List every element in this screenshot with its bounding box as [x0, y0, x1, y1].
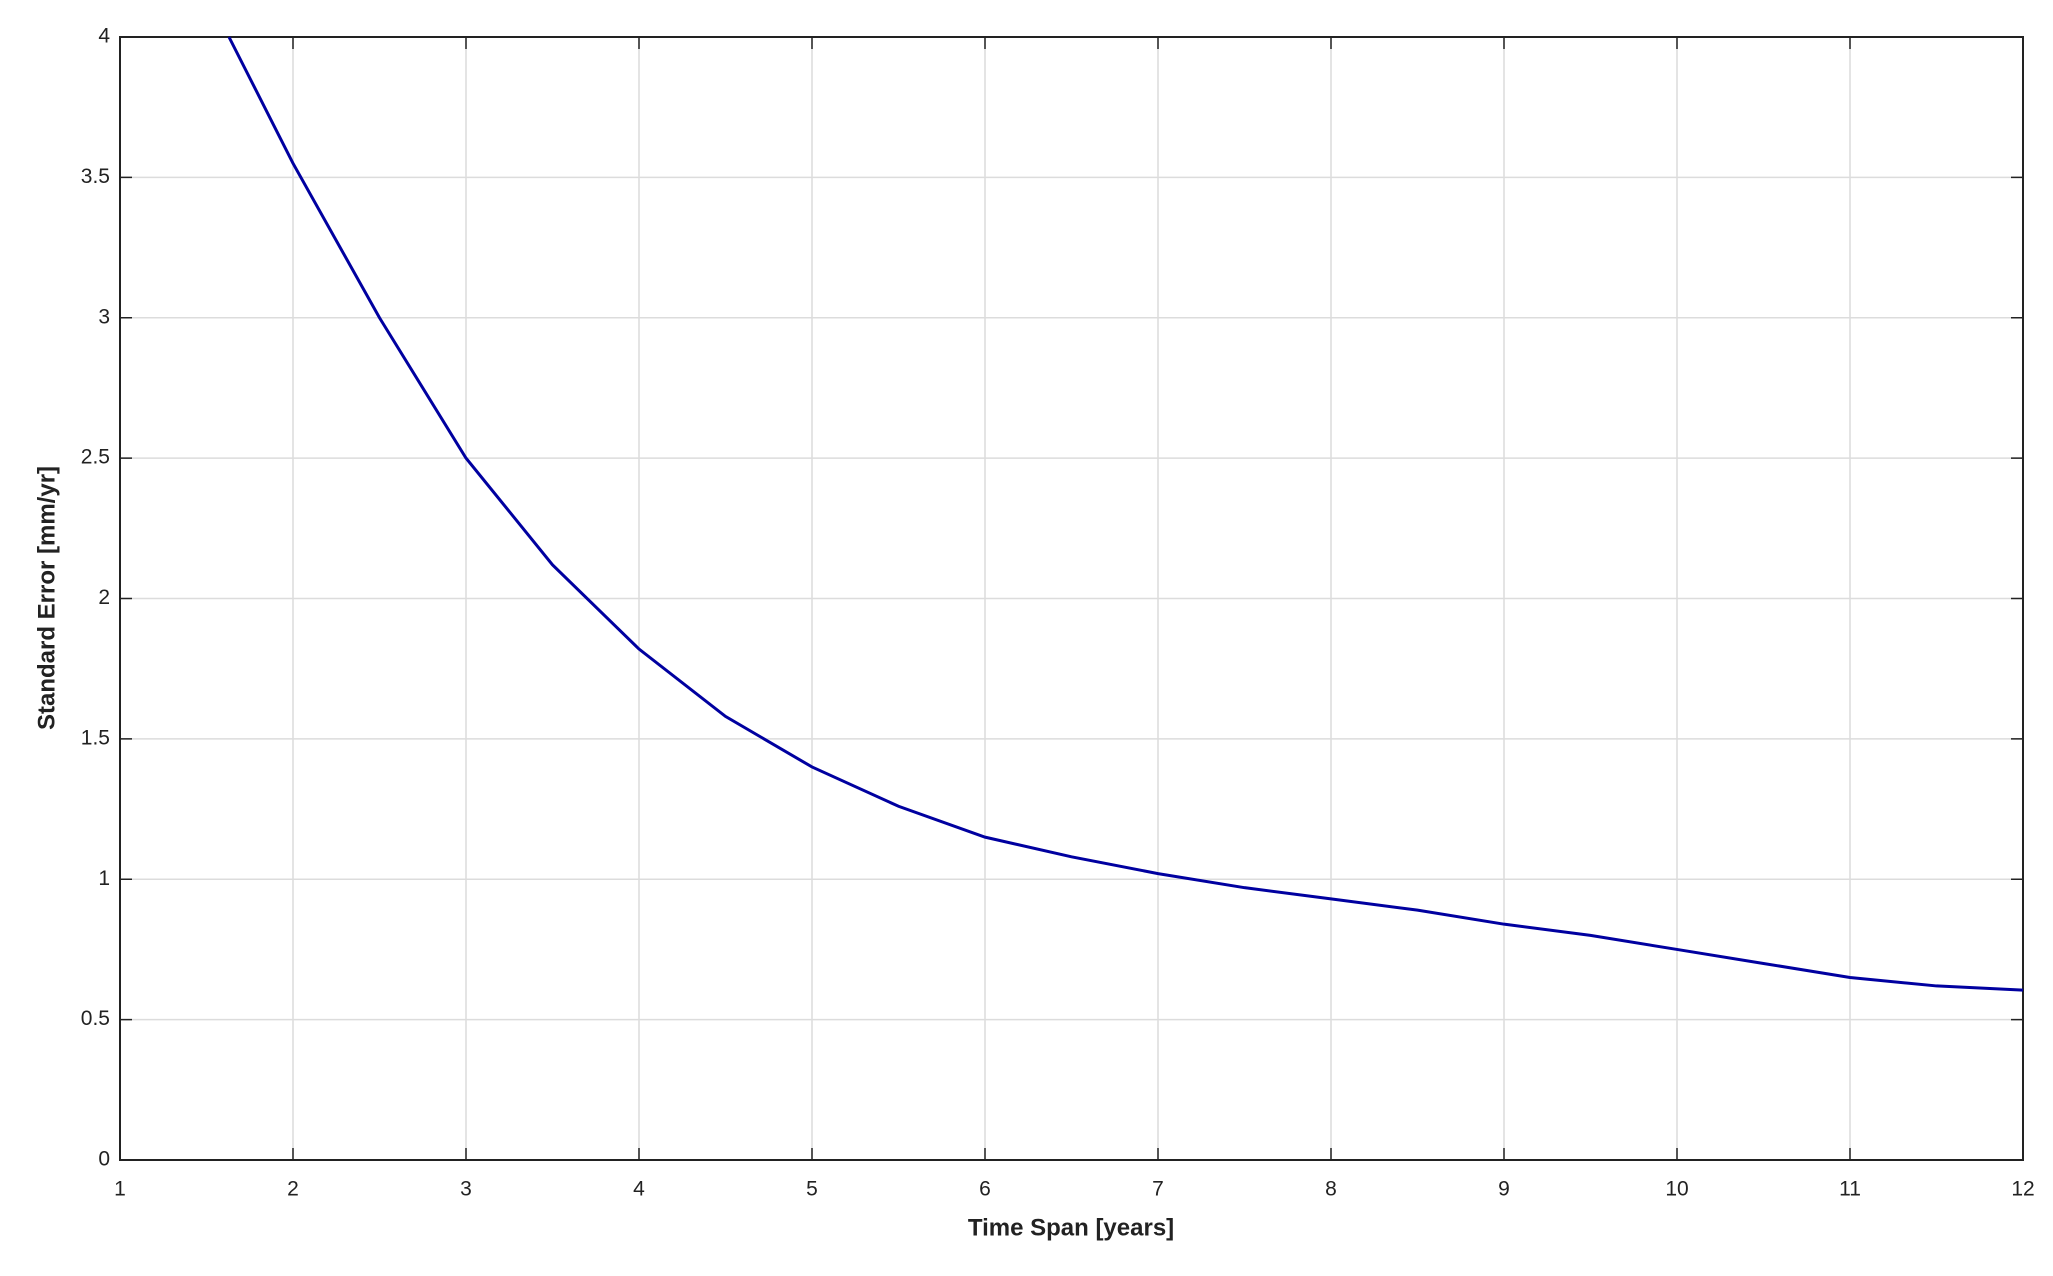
x-tick-label: 1 [114, 1178, 126, 1201]
y-tick-label: 2.5 [81, 446, 110, 469]
x-tick-label: 8 [1325, 1178, 1337, 1201]
x-axis-label: Time Span [years] [968, 1214, 1174, 1241]
x-tick-label: 11 [1839, 1178, 1861, 1201]
y-tick-label: 1 [98, 867, 110, 890]
y-tick-label: 1.5 [81, 726, 110, 749]
x-tick-label: 9 [1498, 1178, 1510, 1201]
x-tick-label: 5 [806, 1178, 818, 1201]
y-axis-label: Standard Error [mm/yr] [33, 466, 60, 730]
y-tick-label: 2 [98, 586, 110, 609]
x-tick-label: 4 [633, 1178, 645, 1201]
x-tick-label: 2 [287, 1178, 299, 1201]
y-tick-label: 0.5 [81, 1007, 110, 1030]
x-tick-label: 10 [1665, 1178, 1688, 1201]
y-tick-label: 0 [98, 1148, 110, 1171]
y-tick-label: 3.5 [81, 165, 110, 188]
x-tick-label: 6 [979, 1178, 991, 1201]
x-tick-label: 7 [1152, 1178, 1164, 1201]
x-tick-label: 3 [460, 1178, 472, 1201]
y-tick-label: 4 [98, 25, 110, 48]
plot-frame [119, 36, 2024, 1161]
line [227, 36, 2024, 992]
y-tick-label: 3 [98, 305, 110, 328]
x-tick-label: 12 [2011, 1178, 2034, 1201]
